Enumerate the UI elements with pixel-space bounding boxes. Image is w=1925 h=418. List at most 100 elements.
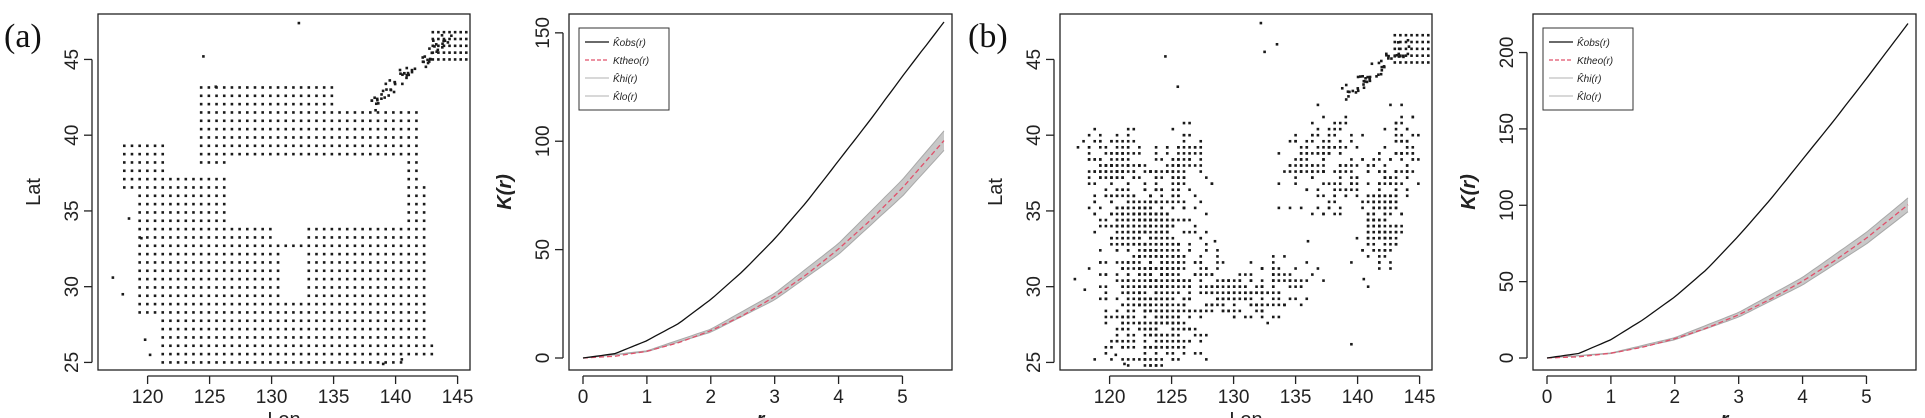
scatter-point: [1188, 230, 1191, 234]
scatter-point: [1154, 345, 1158, 349]
scatter-point: [215, 277, 218, 281]
scatter-point: [1399, 40, 1402, 44]
scatter-point: [1143, 309, 1147, 313]
scatter-point: [253, 302, 257, 306]
scatter-point: [130, 186, 134, 189]
scatter-point: [1154, 212, 1158, 216]
scatter-point: [1177, 267, 1180, 270]
scatter-point: [361, 269, 364, 273]
panel-a-scatter-y-tick-label: 25: [62, 352, 83, 373]
scatter-point: [1138, 218, 1141, 222]
scatter-point: [1378, 188, 1381, 192]
scatter-point: [384, 336, 387, 339]
scatter-point: [422, 252, 426, 256]
scatter-point: [245, 227, 249, 231]
scatter-point: [384, 236, 387, 239]
scatter-point: [1093, 139, 1097, 143]
scatter-point: [215, 119, 218, 123]
scatter-point: [1188, 242, 1191, 246]
panel-a-k-y-tick-label: 150: [533, 17, 554, 49]
scatter-point: [1126, 182, 1130, 185]
scatter-point: [238, 286, 241, 289]
scatter-point: [192, 252, 195, 256]
panel-a-k-plot-frame: [568, 13, 953, 371]
scatter-point: [369, 319, 372, 323]
scatter-point: [1355, 164, 1359, 167]
scatter-point: [1171, 170, 1175, 173]
scatter-point: [405, 66, 409, 70]
scatter-point: [276, 127, 280, 131]
scatter-point: [222, 127, 226, 131]
scatter-point: [215, 227, 218, 231]
scatter-point: [1372, 158, 1376, 161]
scatter-point: [1171, 127, 1175, 131]
scatter-point: [369, 236, 372, 239]
scatter-point: [269, 236, 272, 239]
scatter-point: [199, 327, 203, 331]
scatter-point: [1182, 303, 1186, 307]
scatter-point: [192, 236, 195, 239]
scatter-point: [284, 152, 288, 156]
scatter-point: [1199, 273, 1203, 276]
scatter-point: [399, 294, 403, 298]
scatter-point: [284, 336, 288, 339]
scatter-point: [384, 344, 387, 348]
scatter-point: [199, 211, 203, 214]
scatter-point: [431, 30, 435, 34]
scatter-point: [276, 102, 280, 106]
scatter-point: [307, 277, 311, 281]
scatter-point: [153, 252, 157, 256]
scatter-point: [1154, 224, 1158, 228]
scatter-point: [1199, 339, 1203, 343]
scatter-point: [1121, 279, 1124, 282]
panel-a-k-x-tick-label: 0: [578, 387, 589, 408]
scatter-plot-b: 1201251301351401452530354045LonLat: [985, 13, 1435, 418]
scatter-point: [1149, 309, 1152, 313]
scatter-point: [1171, 158, 1175, 161]
scatter-point: [230, 277, 234, 281]
scatter-point: [230, 227, 234, 231]
panel-b-scatter-y-tick-label: 30: [1024, 276, 1045, 297]
scatter-point: [1405, 170, 1409, 173]
scatter-point: [1177, 321, 1180, 325]
scatter-point: [207, 361, 211, 364]
scatter-point: [146, 152, 149, 156]
scatter-point: [421, 60, 425, 63]
scatter-point: [1216, 249, 1219, 252]
scatter-point: [1288, 273, 1292, 276]
scatter-point: [384, 152, 387, 156]
scatter-point: [1188, 218, 1191, 222]
scatter-point: [169, 261, 172, 264]
scatter-point: [1394, 236, 1398, 240]
scatter-point: [1099, 218, 1102, 222]
scatter-point: [392, 344, 395, 348]
scatter-point: [369, 261, 372, 264]
scatter-point: [238, 311, 241, 314]
scatter-point: [1394, 176, 1398, 179]
scatter-point: [1338, 127, 1342, 131]
scatter-point: [292, 352, 295, 356]
scatter-point: [1188, 146, 1191, 149]
scatter-point: [1210, 291, 1214, 295]
scatter-point: [299, 136, 303, 139]
scatter-point: [169, 294, 172, 298]
scatter-point: [1344, 98, 1348, 101]
scatter-point: [1410, 54, 1413, 57]
scatter-point: [1355, 194, 1359, 198]
scatter-point: [1154, 321, 1158, 325]
scatter-point: [1210, 273, 1214, 276]
scatter-point: [415, 244, 418, 248]
scatter-point: [1160, 218, 1163, 222]
scatter-point: [1244, 291, 1247, 295]
scatter-point: [184, 236, 188, 239]
scatter-point: [1249, 279, 1253, 282]
scatter-point: [330, 127, 334, 131]
scatter-point: [1121, 194, 1124, 198]
scatter-point: [1333, 188, 1336, 192]
scatter-point: [415, 252, 418, 256]
scatter-point: [1087, 170, 1091, 173]
scatter-point: [176, 269, 180, 273]
scatter-point: [315, 294, 318, 298]
scatter-point: [199, 111, 203, 114]
scatter-point: [245, 327, 249, 331]
